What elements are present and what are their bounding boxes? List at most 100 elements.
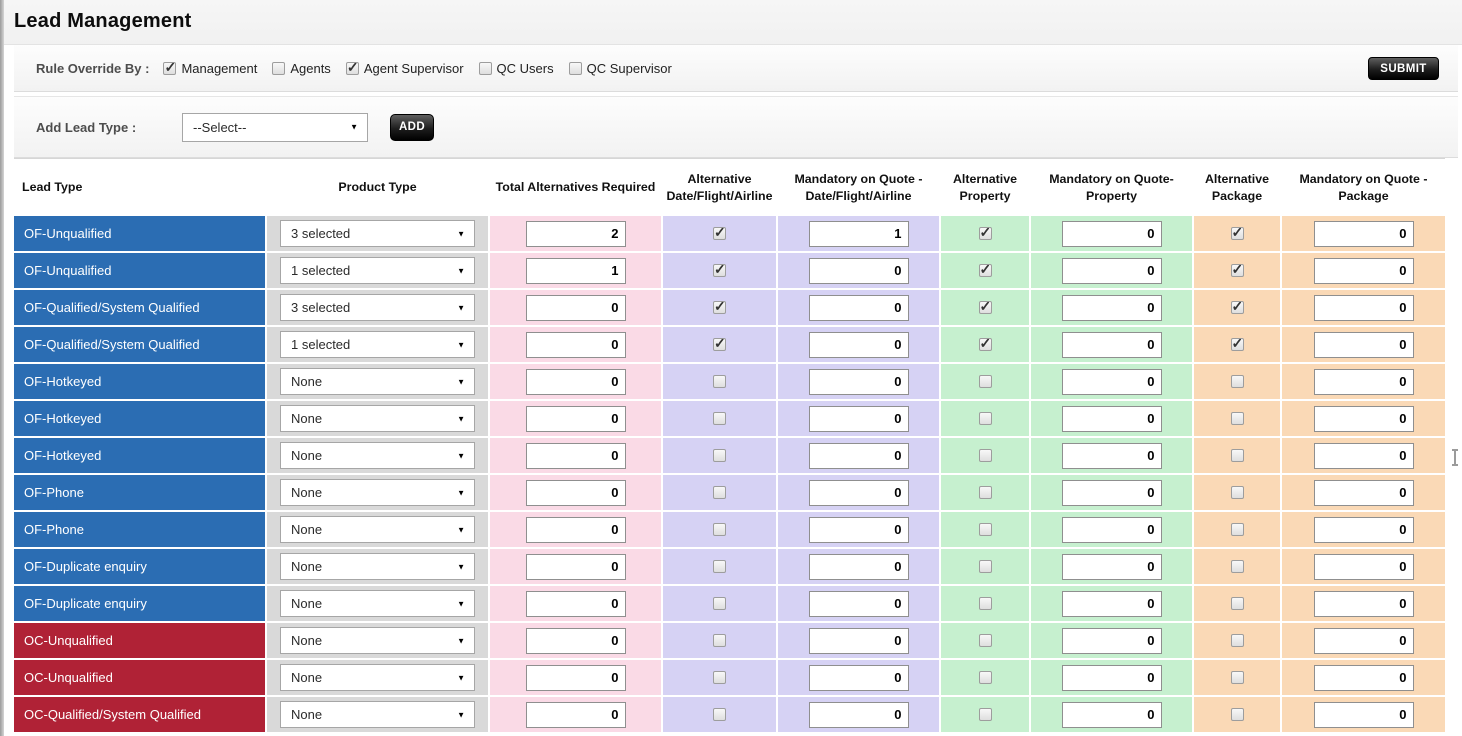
alternative-date-checkbox[interactable]	[713, 597, 726, 610]
product-type-select[interactable]: None	[280, 701, 475, 728]
rule-override-option[interactable]: QC Supervisor	[569, 61, 672, 76]
total-alternatives-input[interactable]	[526, 554, 626, 580]
product-type-select[interactable]: None	[280, 405, 475, 432]
alternative-package-checkbox[interactable]	[1231, 227, 1244, 240]
product-type-select[interactable]: None	[280, 479, 475, 506]
alternative-package-checkbox[interactable]	[1231, 449, 1244, 462]
total-alternatives-input[interactable]	[526, 591, 626, 617]
submit-button[interactable]: SUBMIT	[1368, 57, 1439, 80]
checkbox-icon[interactable]	[163, 62, 176, 75]
alternative-date-checkbox[interactable]	[713, 523, 726, 536]
mandatory-quote-property-input[interactable]	[1062, 554, 1162, 580]
alternative-package-checkbox[interactable]	[1231, 708, 1244, 721]
mandatory-quote-date-input[interactable]	[809, 332, 909, 358]
checkbox-icon[interactable]	[569, 62, 582, 75]
product-type-select[interactable]: 1 selected	[280, 331, 475, 358]
product-type-select[interactable]: None	[280, 590, 475, 617]
mandatory-quote-property-input[interactable]	[1062, 480, 1162, 506]
alternative-property-checkbox[interactable]	[979, 338, 992, 351]
mandatory-quote-property-input[interactable]	[1062, 628, 1162, 654]
alternative-property-checkbox[interactable]	[979, 449, 992, 462]
mandatory-quote-package-input[interactable]	[1314, 295, 1414, 321]
total-alternatives-input[interactable]	[526, 332, 626, 358]
alternative-package-checkbox[interactable]	[1231, 560, 1244, 573]
product-type-select[interactable]: None	[280, 442, 475, 469]
mandatory-quote-property-input[interactable]	[1062, 591, 1162, 617]
product-type-select[interactable]: 3 selected	[280, 220, 475, 247]
mandatory-quote-date-input[interactable]	[809, 628, 909, 654]
alternative-property-checkbox[interactable]	[979, 264, 992, 277]
total-alternatives-input[interactable]	[526, 443, 626, 469]
mandatory-quote-property-input[interactable]	[1062, 295, 1162, 321]
alternative-package-checkbox[interactable]	[1231, 486, 1244, 499]
alternative-package-checkbox[interactable]	[1231, 634, 1244, 647]
checkbox-icon[interactable]	[479, 62, 492, 75]
add-button[interactable]: ADD	[390, 114, 434, 141]
alternative-date-checkbox[interactable]	[713, 227, 726, 240]
mandatory-quote-property-input[interactable]	[1062, 517, 1162, 543]
mandatory-quote-property-input[interactable]	[1062, 702, 1162, 728]
product-type-select[interactable]: None	[280, 553, 475, 580]
mandatory-quote-package-input[interactable]	[1314, 332, 1414, 358]
mandatory-quote-date-input[interactable]	[809, 517, 909, 543]
alternative-property-checkbox[interactable]	[979, 486, 992, 499]
alternative-property-checkbox[interactable]	[979, 671, 992, 684]
alternative-package-checkbox[interactable]	[1231, 338, 1244, 351]
mandatory-quote-property-input[interactable]	[1062, 443, 1162, 469]
product-type-select[interactable]: 1 selected	[280, 257, 475, 284]
add-lead-type-select[interactable]: --Select--	[182, 113, 368, 142]
alternative-date-checkbox[interactable]	[713, 560, 726, 573]
mandatory-quote-date-input[interactable]	[809, 406, 909, 432]
total-alternatives-input[interactable]	[526, 665, 626, 691]
mandatory-quote-date-input[interactable]	[809, 369, 909, 395]
mandatory-quote-package-input[interactable]	[1314, 221, 1414, 247]
product-type-select[interactable]: None	[280, 664, 475, 691]
mandatory-quote-package-input[interactable]	[1314, 258, 1414, 284]
alternative-property-checkbox[interactable]	[979, 560, 992, 573]
alternative-date-checkbox[interactable]	[713, 264, 726, 277]
total-alternatives-input[interactable]	[526, 702, 626, 728]
alternative-date-checkbox[interactable]	[713, 671, 726, 684]
product-type-select[interactable]: None	[280, 516, 475, 543]
mandatory-quote-date-input[interactable]	[809, 702, 909, 728]
total-alternatives-input[interactable]	[526, 480, 626, 506]
mandatory-quote-package-input[interactable]	[1314, 406, 1414, 432]
mandatory-quote-date-input[interactable]	[809, 665, 909, 691]
mandatory-quote-package-input[interactable]	[1314, 554, 1414, 580]
total-alternatives-input[interactable]	[526, 258, 626, 284]
alternative-property-checkbox[interactable]	[979, 375, 992, 388]
alternative-package-checkbox[interactable]	[1231, 597, 1244, 610]
mandatory-quote-package-input[interactable]	[1314, 702, 1414, 728]
rule-override-option[interactable]: Agents	[272, 61, 330, 76]
mandatory-quote-package-input[interactable]	[1314, 480, 1414, 506]
mandatory-quote-date-input[interactable]	[809, 480, 909, 506]
rule-override-option[interactable]: Management	[163, 61, 257, 76]
alternative-date-checkbox[interactable]	[713, 486, 726, 499]
total-alternatives-input[interactable]	[526, 406, 626, 432]
alternative-date-checkbox[interactable]	[713, 449, 726, 462]
alternative-property-checkbox[interactable]	[979, 301, 992, 314]
total-alternatives-input[interactable]	[526, 628, 626, 654]
alternative-package-checkbox[interactable]	[1231, 375, 1244, 388]
mandatory-quote-date-input[interactable]	[809, 554, 909, 580]
alternative-property-checkbox[interactable]	[979, 634, 992, 647]
mandatory-quote-package-input[interactable]	[1314, 369, 1414, 395]
rule-override-option[interactable]: QC Users	[479, 61, 554, 76]
alternative-package-checkbox[interactable]	[1231, 671, 1244, 684]
mandatory-quote-date-input[interactable]	[809, 221, 909, 247]
alternative-date-checkbox[interactable]	[713, 338, 726, 351]
product-type-select[interactable]: None	[280, 368, 475, 395]
alternative-date-checkbox[interactable]	[713, 301, 726, 314]
mandatory-quote-package-input[interactable]	[1314, 591, 1414, 617]
rule-override-option[interactable]: Agent Supervisor	[346, 61, 464, 76]
mandatory-quote-package-input[interactable]	[1314, 665, 1414, 691]
total-alternatives-input[interactable]	[526, 369, 626, 395]
mandatory-quote-property-input[interactable]	[1062, 369, 1162, 395]
product-type-select[interactable]: 3 selected	[280, 294, 475, 321]
alternative-package-checkbox[interactable]	[1231, 523, 1244, 536]
alternative-package-checkbox[interactable]	[1231, 301, 1244, 314]
alternative-package-checkbox[interactable]	[1231, 412, 1244, 425]
mandatory-quote-property-input[interactable]	[1062, 258, 1162, 284]
mandatory-quote-property-input[interactable]	[1062, 332, 1162, 358]
alternative-date-checkbox[interactable]	[713, 412, 726, 425]
